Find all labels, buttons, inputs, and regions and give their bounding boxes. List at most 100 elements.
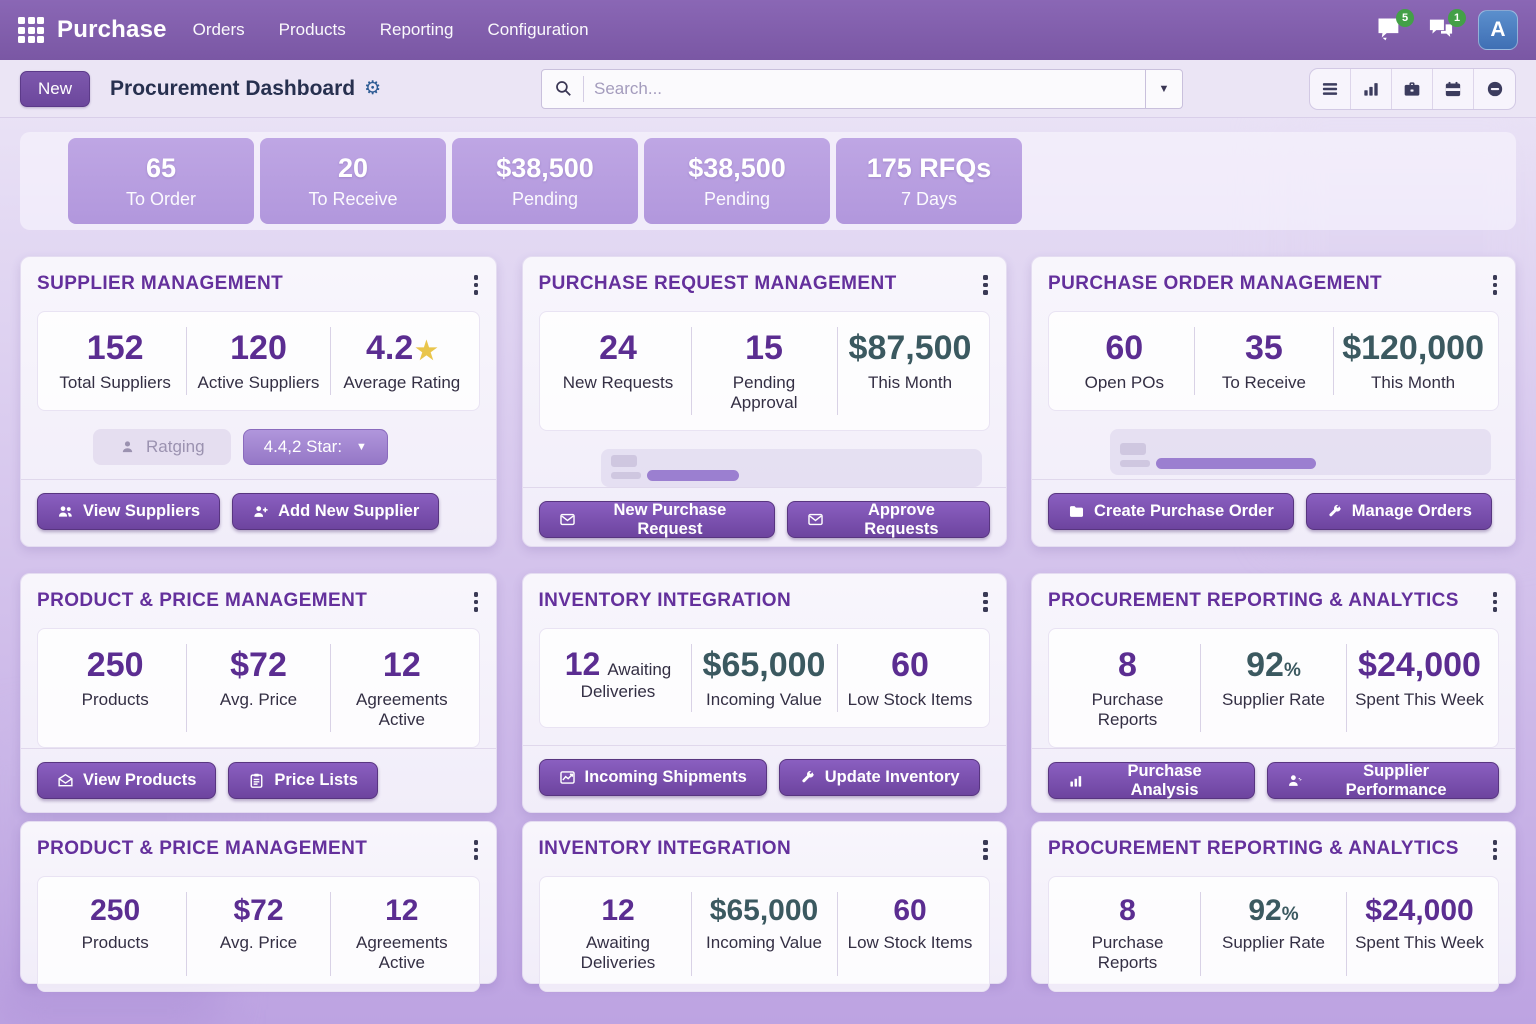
stats-box: 250 Products $72 Avg. Price 12 Agreements Act… (37, 627, 480, 749)
stat: 250 Products (44, 891, 188, 976)
kpi-label: Pending (511, 188, 579, 209)
card: PROCUREMENT REPORTING & ANALYTICS 8 Purcha… (1031, 821, 1516, 992)
kebab-menu-icon[interactable] (981, 271, 990, 299)
activities-icon[interactable]: 1 (1426, 9, 1466, 45)
kpi-chip[interactable]: $38,500 Pending (644, 138, 830, 224)
new-purchase-request-button[interactable]: New Purchase Request (538, 501, 776, 539)
kebab-menu-icon[interactable] (1491, 588, 1500, 616)
nav-menu-products[interactable]: Products (278, 20, 346, 39)
nav-menu-configuration[interactable]: Configuration (487, 20, 589, 39)
control-bar: New Procurement Dashboard ⚙ ▼ (0, 60, 1536, 118)
user-avatar[interactable]: A (1478, 10, 1518, 50)
search-dropdown-caret-icon[interactable]: ▼ (1145, 69, 1182, 108)
card-actions: View Suppliers Add New Supplier (21, 479, 496, 530)
kpi-value: 65 (145, 152, 177, 183)
apps-grid-icon[interactable] (18, 17, 44, 43)
bars-view-button[interactable] (1351, 68, 1392, 109)
calendar-view-button[interactable] (1433, 68, 1474, 109)
search-input[interactable] (583, 75, 1145, 102)
supplier-performance-button[interactable]: Supplier Performance (1267, 761, 1499, 800)
view-products-button[interactable]: View Products (37, 762, 217, 800)
stat: $120,000 This Month (1334, 327, 1492, 395)
stats-box: 152 Total Suppliers 120 Active Suppliers 4.2… (37, 310, 480, 411)
button-label: Supplier Performance (1345, 761, 1447, 799)
stat: 8 Purchase Reports (1055, 643, 1201, 733)
card-actions: Incoming Shipments Update Inventory (522, 745, 1006, 796)
nav-menu-reporting[interactable]: Reporting (379, 20, 454, 39)
button-label: View Products (83, 771, 197, 790)
kebab-menu-icon[interactable] (472, 836, 481, 864)
new-button[interactable]: New (20, 70, 91, 107)
update-inventory-button[interactable]: Update Inventory (778, 759, 980, 796)
kpi-label: To Receive (308, 188, 398, 209)
card-actions: New Purchase Request Approve Requests (522, 487, 1006, 539)
stat: $72 Avg. Price (187, 891, 331, 976)
user-plus-icon (252, 503, 269, 520)
stats-box: 8 Purchase Reports 92% Supplier Rate $24,000… (1048, 875, 1499, 992)
kebab-menu-icon[interactable] (472, 588, 481, 616)
create-purchase-order-button[interactable]: Create Purchase Order (1048, 493, 1294, 530)
placeholder-skeleton (1110, 428, 1491, 475)
stat-label: Products (81, 689, 149, 709)
kpi-chip[interactable]: 65 To Order (68, 138, 254, 224)
button-label: Add New Supplier (278, 502, 420, 520)
kpi-value: $38,500 (688, 152, 786, 183)
stat: 8 Purchase Reports (1055, 891, 1201, 976)
stat: $24,000 Spent This Week (1347, 892, 1492, 976)
card: INVENTORY INTEGRATION 12 Awaiting Deliveri… (521, 821, 1007, 992)
stat-label: Pending Approval (730, 372, 798, 412)
stat-value: 12 (385, 893, 419, 927)
stat: 4.2★ Average Rating (331, 327, 473, 395)
stat: $65,000 Incoming Value (692, 891, 838, 976)
stat-label: This Month (867, 372, 953, 392)
incoming-shipments-button[interactable]: Incoming Shipments (538, 759, 767, 796)
stat: 60 Low Stock Items (838, 644, 983, 712)
star-rating-dropdown[interactable]: 4.4,2 Star: ▼ (242, 428, 388, 465)
stat-value: 250 (86, 645, 144, 684)
card-title: INVENTORY INTEGRATION (538, 838, 792, 859)
kebab-menu-icon[interactable] (1491, 836, 1500, 864)
stat-label: Awaiting Deliveries (580, 933, 656, 973)
kebab-menu-icon[interactable] (981, 588, 990, 616)
price-lists-button[interactable]: Price Lists (228, 762, 378, 800)
rating-filter-chip[interactable]: Ratging (93, 428, 231, 465)
stat: 92% Supplier Rate (1201, 643, 1347, 733)
kebab-menu-icon[interactable] (981, 836, 990, 864)
card-title: PROCUREMENT REPORTING & ANALYTICS (1048, 590, 1459, 611)
card-title: PURCHASE REQUEST MANAGEMENT (538, 273, 897, 294)
kebab-menu-icon[interactable] (472, 271, 481, 299)
kpi-chip[interactable]: $38,500 Pending (452, 138, 638, 224)
kebab-menu-icon[interactable] (1491, 271, 1500, 299)
stat-value: 12 (382, 645, 421, 684)
users-icon (57, 503, 74, 520)
stat-label: New Requests (562, 372, 674, 392)
stat-value: 60 (1105, 328, 1144, 367)
stat-value: 92% (1246, 645, 1301, 684)
chevron-down-icon: ▼ (356, 440, 367, 453)
pivot-view-button[interactable] (1474, 69, 1515, 109)
button-label: Create Purchase Order (1094, 502, 1274, 520)
nav-menu-orders[interactable]: Orders (192, 20, 245, 39)
stat: 35 To Receive (1195, 326, 1335, 395)
stat-value: 120 (230, 328, 287, 367)
app-name[interactable]: Purchase (57, 16, 167, 43)
approve-requests-button[interactable]: Approve Requests (787, 501, 990, 539)
add-new-supplier-button[interactable]: Add New Supplier (232, 493, 440, 530)
stat-label: Incoming Value (706, 933, 822, 952)
gear-icon[interactable]: ⚙ (364, 78, 382, 99)
list-view-button[interactable] (1310, 68, 1351, 109)
kpi-chip[interactable]: 175 RFQs 7 Days (836, 138, 1022, 224)
kpi-chip[interactable]: 20 To Receive (260, 138, 446, 224)
chart-bars-icon (1068, 772, 1085, 789)
stat: $72 Avg. Price (187, 643, 331, 733)
stat: 92% Supplier Rate (1201, 891, 1347, 976)
messages-icon[interactable]: 5 (1374, 9, 1414, 45)
stat-suffix: % (1283, 659, 1301, 681)
view-suppliers-button[interactable]: View Suppliers (37, 493, 221, 530)
stat: 12 Agreements Active (331, 644, 473, 733)
stat-value: 60 (893, 893, 927, 927)
stat: 60 Low Stock Items (838, 892, 983, 976)
manage-orders-button[interactable]: Manage Orders (1305, 493, 1492, 530)
purchase-analysis-button[interactable]: Purchase Analysis (1048, 762, 1256, 800)
briefcase-view-button[interactable] (1392, 68, 1433, 109)
